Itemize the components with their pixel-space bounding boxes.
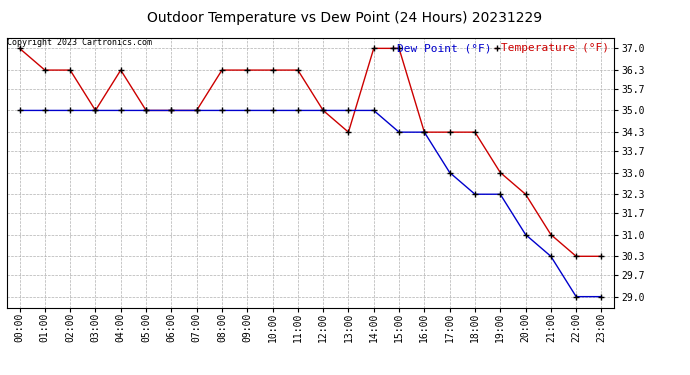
Dew Point (°F) (15, 108, 23, 112)
Temperature (°F) (344, 130, 353, 134)
Dew Point (°F) (344, 108, 353, 112)
Dew Point (°F) (420, 130, 428, 134)
Dew Point (°F) (370, 108, 378, 112)
Dew Point (°F) (294, 108, 302, 112)
Dew Point (°F) (319, 108, 327, 112)
Dew Point (°F) (546, 254, 555, 258)
Temperature (°F) (370, 46, 378, 51)
Dew Point (°F) (446, 170, 454, 175)
Dew Point (°F) (496, 192, 504, 196)
Temperature (°F) (319, 108, 327, 112)
Dew Point (°F) (117, 108, 125, 112)
Dew Point (°F) (66, 108, 75, 112)
Temperature (°F) (66, 68, 75, 72)
Temperature (°F) (572, 254, 580, 258)
Dew Point (°F) (471, 192, 479, 196)
Temperature (°F) (522, 192, 530, 196)
Dew Point (°F) (218, 108, 226, 112)
Dew Point (°F) (142, 108, 150, 112)
Text: Outdoor Temperature vs Dew Point (24 Hours) 20231229: Outdoor Temperature vs Dew Point (24 Hou… (148, 11, 542, 25)
Temperature (°F) (243, 68, 251, 72)
Dew Point (°F) (193, 108, 201, 112)
Dew Point (°F) (522, 232, 530, 237)
Temperature (°F) (598, 254, 606, 258)
Dew Point (°F) (598, 294, 606, 299)
Dew Point (°F) (41, 108, 49, 112)
Temperature (°F) (218, 68, 226, 72)
Temperature (°F) (420, 130, 428, 134)
Dew Point (°F) (167, 108, 175, 112)
Line: Dew Point (°F): Dew Point (°F) (16, 107, 605, 300)
Temperature (°F) (91, 108, 99, 112)
Temperature (°F) (496, 170, 504, 175)
Temperature (°F) (395, 46, 403, 51)
Line: Temperature (°F): Temperature (°F) (16, 45, 605, 260)
Temperature (°F) (294, 68, 302, 72)
Temperature (°F) (167, 108, 175, 112)
Dew Point (°F) (395, 130, 403, 134)
Temperature (°F) (142, 108, 150, 112)
Temperature (°F) (446, 130, 454, 134)
Dew Point (°F) (572, 294, 580, 299)
Temperature (°F) (193, 108, 201, 112)
Dew Point (°F) (243, 108, 251, 112)
Legend: Dew Point (°F), Temperature (°F): Dew Point (°F), Temperature (°F) (392, 43, 609, 53)
Temperature (°F) (546, 232, 555, 237)
Text: Copyright 2023 Cartronics.com: Copyright 2023 Cartronics.com (7, 38, 152, 46)
Temperature (°F) (268, 68, 277, 72)
Temperature (°F) (117, 68, 125, 72)
Dew Point (°F) (268, 108, 277, 112)
Temperature (°F) (15, 46, 23, 51)
Dew Point (°F) (91, 108, 99, 112)
Temperature (°F) (41, 68, 49, 72)
Temperature (°F) (471, 130, 479, 134)
